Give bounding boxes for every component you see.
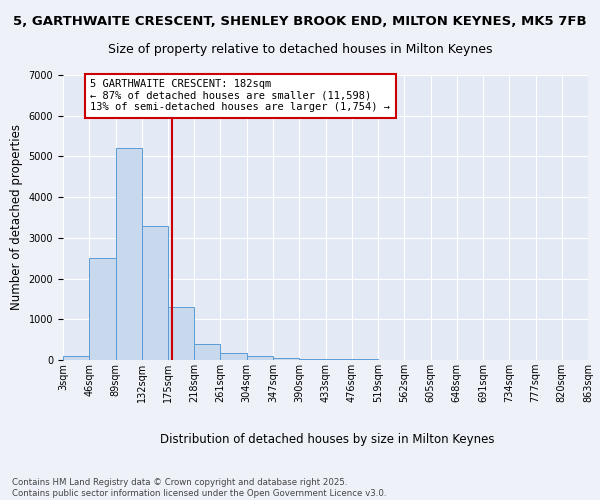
Bar [299, 359, 325, 360]
Bar [142, 226, 168, 360]
Text: Contains HM Land Registry data © Crown copyright and database right 2025.
Contai: Contains HM Land Registry data © Crown c… [12, 478, 386, 498]
Bar [63, 356, 89, 360]
Bar [115, 148, 142, 360]
Bar [247, 356, 273, 360]
Bar [221, 352, 247, 360]
Bar [273, 358, 299, 360]
Text: 5, GARTHWAITE CRESCENT, SHENLEY BROOK END, MILTON KEYNES, MK5 7FB: 5, GARTHWAITE CRESCENT, SHENLEY BROOK EN… [13, 15, 587, 28]
Bar [194, 344, 221, 360]
Bar [325, 359, 352, 360]
Bar [168, 307, 194, 360]
Y-axis label: Number of detached properties: Number of detached properties [10, 124, 23, 310]
Text: 5 GARTHWAITE CRESCENT: 182sqm
← 87% of detached houses are smaller (11,598)
13% : 5 GARTHWAITE CRESCENT: 182sqm ← 87% of d… [91, 80, 391, 112]
Bar [89, 258, 115, 360]
Text: Distribution of detached houses by size in Milton Keynes: Distribution of detached houses by size … [160, 432, 494, 446]
Text: Size of property relative to detached houses in Milton Keynes: Size of property relative to detached ho… [108, 42, 492, 56]
